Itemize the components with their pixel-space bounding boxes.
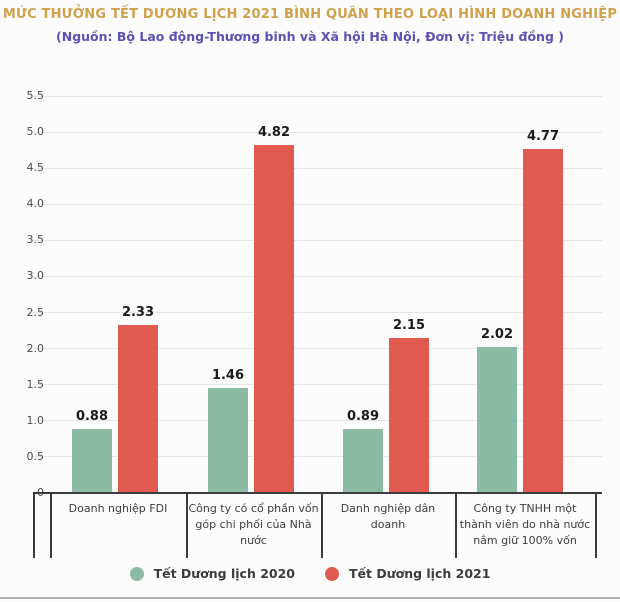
gridline (33, 456, 602, 458)
category-tick (33, 493, 35, 558)
legend-swatch-2021 (325, 566, 339, 581)
bar-value-label: 4.77 (526, 128, 560, 144)
legend-label: Tết Dương lịch 2020 (153, 566, 295, 581)
y-axis-tick-label: 1.0 (26, 413, 45, 427)
gridline (33, 348, 602, 350)
category-label: Danh nghiệp dân doanh (340, 502, 436, 531)
y-axis-tick-label: 4.5 (26, 161, 45, 175)
y-axis-tick-label: 5.0 (26, 125, 45, 139)
bar-value-label: 2.15 (392, 317, 426, 333)
x-axis-line (33, 492, 602, 494)
gridline (33, 131, 602, 133)
bar-value-label: 4.82 (257, 125, 291, 141)
legend-item: Tết Dương lịch 2021 (325, 566, 490, 581)
y-axis-tick-label: 0.5 (26, 449, 45, 463)
bar-value-label: 2.02 (480, 327, 514, 343)
category-label: Công ty có cổ phần vốn góp chi phối của … (188, 502, 319, 547)
gridline (33, 420, 602, 422)
y-axis-tick-label: 4.0 (26, 197, 45, 211)
bar-2020 (477, 347, 517, 493)
legend-item: Tết Dương lịch 2020 (129, 566, 295, 581)
legend-swatch-2020 (129, 566, 144, 581)
y-axis-tick-label: 1.5 (26, 377, 45, 391)
bottom-divider (0, 597, 620, 599)
y-axis-tick-label: 3.5 (26, 233, 45, 247)
bar-value-label: 1.46 (211, 367, 245, 383)
y-axis-tick-label: 5.5 (26, 89, 45, 102)
category-tick (186, 493, 188, 558)
bar-value-label: 0.88 (75, 409, 109, 425)
y-axis-tick-label: 2.0 (26, 341, 45, 355)
category-label: Doanh nghiệp FDI (68, 502, 168, 515)
bar-2021 (523, 148, 563, 493)
bar-2020 (208, 387, 248, 493)
gridline (33, 95, 602, 97)
y-axis-tick-label: 3.0 (26, 269, 45, 283)
gridline (33, 384, 602, 386)
gridline (33, 312, 602, 314)
bar-2020 (343, 428, 383, 493)
gridline (33, 239, 602, 241)
category-tick (321, 493, 323, 558)
bar-2021 (389, 337, 429, 493)
bar-2020 (72, 429, 112, 493)
chart-legend: Tết Dương lịch 2020 Tết Dương lịch 2021 (0, 566, 620, 581)
y-axis-tick-label: 2.5 (26, 305, 45, 319)
gridline (33, 203, 602, 205)
category-tick (595, 493, 597, 558)
chart-subtitle: (Nguồn: Bộ Lao động-Thương binh và Xã hộ… (56, 29, 564, 44)
category-tick (455, 493, 457, 558)
legend-label: Tết Dương lịch 2021 (349, 566, 491, 581)
bar-2021 (254, 145, 294, 493)
bar-2021 (118, 324, 158, 493)
category-tick (50, 493, 52, 558)
bar-value-label: 2.33 (121, 304, 155, 320)
category-label: Công ty TNHH một thành viên do nhà nước … (459, 502, 591, 547)
gridline (33, 167, 602, 169)
bar-value-label: 0.89 (346, 408, 380, 424)
chart-title: MỨC THƯỞNG TẾT DƯƠNG LỊCH 2021 BÌNH QUÂN… (2, 7, 618, 22)
gridline (33, 275, 602, 277)
